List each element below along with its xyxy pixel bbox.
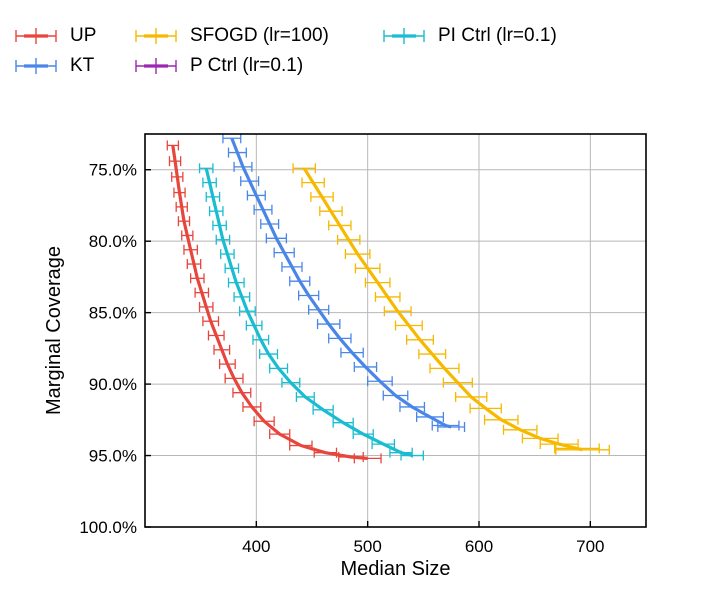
y-tick-label: 80.0% [89,232,137,251]
y-tick-label: 95.0% [89,447,137,466]
legend-entry-0: UP [14,24,96,48]
x-axis-label: Median Size [340,558,450,580]
series-line [204,167,413,458]
legend-label: PI Ctrl (lr=0.1) [438,25,557,46]
series-2 [292,163,610,455]
y-axis-label: Marginal Coverage [43,246,65,415]
legend-entry-2: SFOGD (lr=100) [134,24,329,48]
series-4 [198,163,424,461]
legend-entry-4: PI Ctrl (lr=0.1) [382,24,557,48]
x-tick-label: 500 [353,537,381,556]
x-tick-label: 400 [242,537,270,556]
legend-label: SFOGD (lr=100) [190,25,329,46]
axis-ticks: 400 500 600 700 75.0% 80.0% 85.0% 90.0% 95.0% 100… [79,161,604,556]
x-tick-label: 600 [465,537,493,556]
plot-frame [144,133,647,528]
y-tick-label: 75.0% [89,161,137,180]
series-line [230,137,452,429]
legend-swatch [15,58,57,74]
series-0 [166,140,382,464]
plot-area [166,133,610,464]
y-tick-label: 100.0% [79,518,137,537]
legend-label: UP [70,25,97,46]
series-line [171,145,368,460]
y-tick-label: 90.0% [89,375,137,394]
legend-label: KT [70,55,95,76]
legend-label: P Ctrl (lr=0.1) [190,55,304,76]
legend-swatch [15,28,57,44]
y-tick-label: 85.0% [89,304,137,323]
series-1 [222,133,466,432]
legend-entry-3: P Ctrl (lr=0.1) [134,54,303,78]
series-line [302,167,583,452]
x-tick-label: 700 [576,537,604,556]
legend-entry-1: KT [14,54,94,78]
legend-swatch [135,28,177,44]
legend-swatch [135,58,177,74]
legend: UP KT SFOGD (lr=100) P Ctrl (lr=0.1) PI Ctrl… [14,24,614,80]
legend-swatch [383,28,425,44]
